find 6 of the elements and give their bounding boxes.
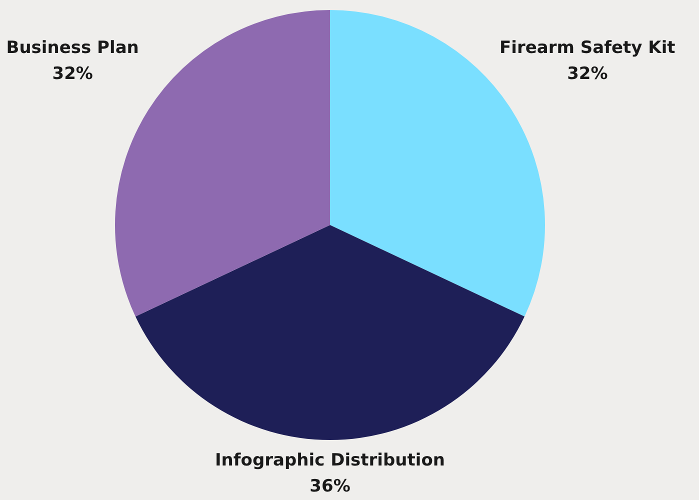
slice-label: Firearm Safety Kit — [500, 38, 676, 58]
data-label: 36% — [310, 476, 350, 496]
data-label: 32% — [52, 64, 93, 84]
data-label: 32% — [567, 64, 608, 84]
slice-label: Business Plan — [6, 38, 139, 58]
slice-label: Infographic Distribution — [214, 450, 446, 470]
